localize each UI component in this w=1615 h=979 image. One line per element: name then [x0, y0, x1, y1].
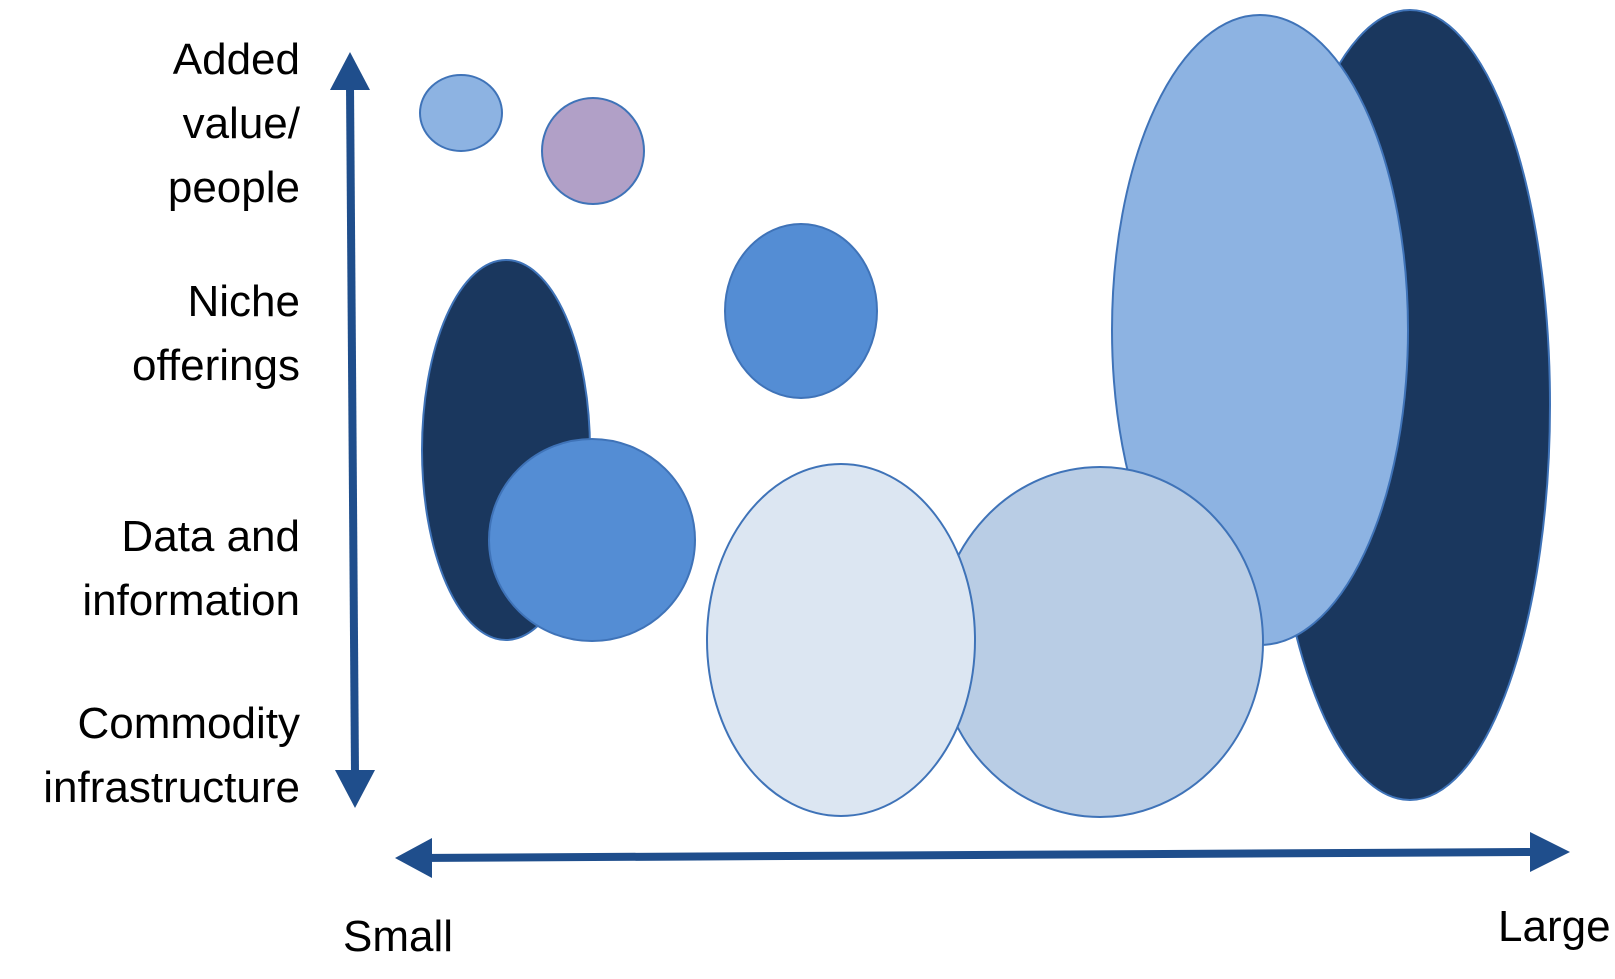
y-label-line: offerings: [132, 341, 300, 390]
y-label-data-information: Data and information: [82, 505, 300, 633]
x-axis-arrow: [395, 832, 1570, 878]
ellipse-very-pale-blue: [706, 463, 976, 817]
y-label-line: information: [82, 576, 300, 625]
y-label-line: Data and: [121, 512, 300, 561]
ellipse-pale-blue: [936, 466, 1264, 818]
y-label-added-value: Added value/ people: [168, 28, 300, 220]
y-label-line: value/: [182, 99, 300, 148]
x-label-small: Small: [343, 912, 454, 961]
x-label-large: Large: [1498, 902, 1611, 951]
y-label-line: infrastructure: [43, 763, 300, 812]
y-label-line: Commodity: [77, 699, 301, 748]
y-label-commodity-infrastructure: Commodity infrastructure: [43, 692, 300, 820]
y-axis-arrow: [330, 52, 375, 808]
ellipse-medium-blue-niche: [724, 223, 878, 399]
ellipse-light-blue-small: [419, 74, 503, 152]
y-label-niche-offerings: Niche offerings: [132, 270, 300, 398]
ellipse-medium-blue-data: [488, 438, 696, 642]
ellipse-purple: [541, 97, 645, 205]
y-label-line: people: [167, 163, 300, 212]
y-label-line: Niche: [187, 277, 301, 326]
y-label-line: Added: [172, 35, 300, 84]
